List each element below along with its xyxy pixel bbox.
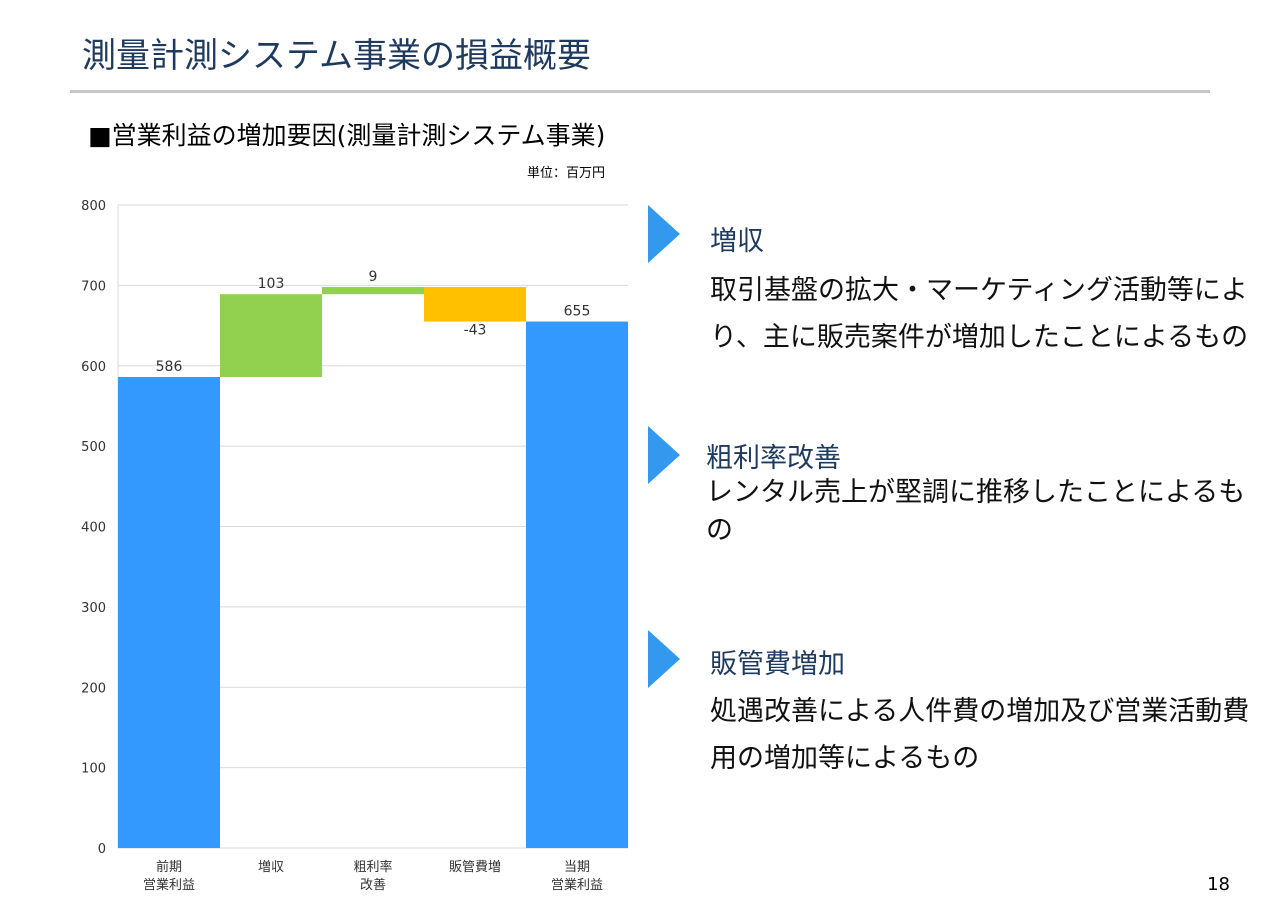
category-label: 販管費増 (449, 860, 501, 875)
y-tick-label: 500 (81, 440, 106, 455)
waterfall-bar (220, 294, 322, 378)
y-tick-label: 300 (81, 601, 106, 616)
data-label: 103 (258, 276, 285, 292)
explanation-heading: 粗利率改善 (706, 443, 841, 474)
category-label: 前期 (156, 859, 182, 875)
data-label: 586 (156, 359, 183, 375)
y-tick-label: 100 (81, 762, 106, 777)
triangle-marker-icon (648, 205, 680, 263)
category-label: 粗利率 (353, 859, 392, 875)
y-tick-label: 700 (81, 279, 106, 294)
explanation-heading: 増収 (710, 226, 764, 257)
y-tick-label: 400 (81, 521, 106, 536)
waterfall-bar (322, 286, 424, 295)
explanation-body: 取引基盤の拡大・マーケティング活動等により、主に販売案件が増加したことによるもの (710, 275, 1249, 353)
y-tick-label: 800 (81, 199, 106, 214)
triangle-marker-icon (648, 630, 680, 688)
explanation-heading: 販管費増加 (710, 649, 845, 680)
waterfall-bar (424, 286, 526, 322)
y-tick-label: 0 (98, 842, 106, 857)
slide-title: 測量計測システム事業の損益概要 (82, 36, 591, 76)
explanation-body: 処遇改善による人件費の増加及び営業活動費用の増加等によるもの (710, 696, 1250, 774)
category-label: 営業利益 (143, 877, 195, 893)
waterfall-bar (526, 321, 628, 848)
category-label: 当期 (564, 860, 590, 875)
data-label: 655 (564, 304, 591, 320)
category-label: 営業利益 (551, 877, 603, 893)
page-number: 18 (1207, 874, 1230, 895)
y-tick-label: 600 (81, 360, 106, 375)
explanation-body: レンタル売上が堅調に推移したことによるもの (706, 477, 1246, 546)
waterfall-bar (118, 377, 220, 848)
category-label: 増収 (258, 860, 284, 875)
triangle-marker-icon (648, 426, 680, 484)
data-label: -43 (464, 323, 487, 339)
data-label: 9 (369, 269, 378, 285)
title-divider (70, 90, 1210, 93)
category-label: 改善 (360, 877, 386, 893)
y-tick-label: 200 (81, 681, 106, 696)
chart-subtitle: ■営業利益の増加要因(測量計測システム事業) (88, 121, 606, 150)
unit-label: 単位：百万円 (527, 166, 606, 181)
